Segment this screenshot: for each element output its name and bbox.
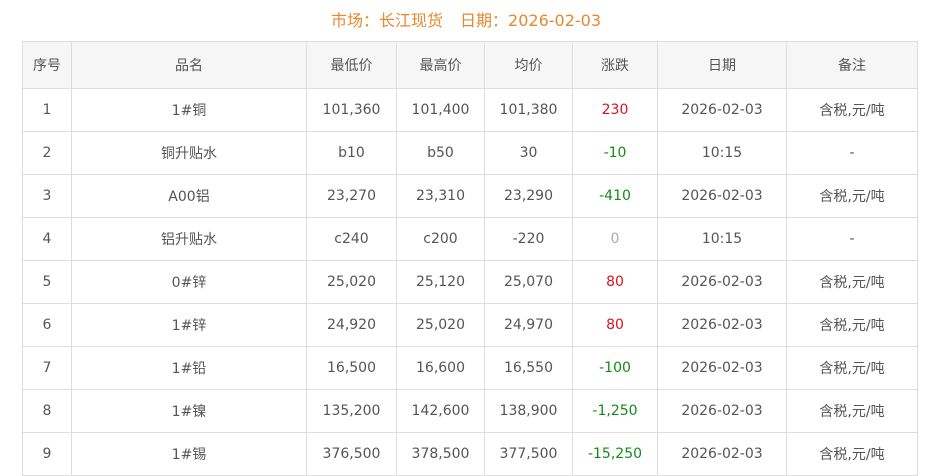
cell-name: 1#锌 (71, 303, 307, 347)
cell-change: -100 (572, 346, 658, 390)
cell-low: 376,500 (306, 432, 397, 476)
cell-low: 24,920 (306, 303, 397, 347)
table-row: 1 1#铜 101,360 101,400 101,380 230 2026-02-03 含税… (22, 88, 918, 132)
cell-change: 80 (572, 303, 658, 347)
cell-high: 101,400 (396, 88, 485, 132)
cell-avg: 16,550 (484, 346, 573, 390)
table-row: 7 1#铅 16,500 16,600 16,550 -100 2026-02-03 含税,元… (22, 346, 918, 390)
cell-note: 含税,元/吨 (786, 260, 918, 304)
cell-avg: 25,070 (484, 260, 573, 304)
cell-no: 5 (22, 260, 72, 304)
cell-date: 10:15 (657, 217, 787, 261)
cell-avg: 24,970 (484, 303, 573, 347)
cell-name: 1#铜 (71, 88, 307, 132)
table-row: 5 0#锌 25,020 25,120 25,070 80 2026-02-03 含税,元/吨 (22, 260, 918, 304)
page-title: 市场：长江现货 日期：2026-02-03 (0, 8, 932, 34)
cell-change: 230 (572, 88, 658, 132)
cell-low: 135,200 (306, 389, 397, 433)
cell-note: 含税,元/吨 (786, 389, 918, 433)
column-header-low: 最低价 (306, 41, 397, 89)
cell-no: 4 (22, 217, 72, 261)
cell-change: -1,250 (572, 389, 658, 433)
cell-no: 8 (22, 389, 72, 433)
table-row: 2 铜升贴水 b10 b50 30 -10 10:15- (22, 131, 918, 175)
cell-low: c240 (306, 217, 397, 261)
cell-avg: 138,900 (484, 389, 573, 433)
cell-name: 0#锌 (71, 260, 307, 304)
cell-date: 2026-02-03 (657, 389, 787, 433)
cell-no: 7 (22, 346, 72, 390)
column-header-avg: 均价 (484, 41, 573, 89)
market-label: 市场：长江现货 (330, 11, 443, 30)
cell-note: 含税,元/吨 (786, 303, 918, 347)
price-table: 序号 品名 最低价 最高价 均价 涨跌 日期 备注 1 1#铜 101,360 101,400 101… (22, 41, 918, 476)
cell-high: 25,020 (396, 303, 485, 347)
cell-date: 10:15 (657, 131, 787, 175)
cell-low: b10 (306, 131, 397, 175)
cell-avg: 23,290 (484, 174, 573, 218)
table-row: 4 铝升贴水 c240 c200 -220 0 10:15- (22, 217, 918, 261)
cell-date: 2026-02-03 (657, 174, 787, 218)
cell-date: 2026-02-03 (657, 346, 787, 390)
cell-no: 3 (22, 174, 72, 218)
table-row: 9 1#锡 376,500 378,500 377,500 -15,250 2026-02-… (22, 432, 918, 476)
table-row: 8 1#镍 135,200 142,600 138,900 -1,250 2026-02-0… (22, 389, 918, 433)
cell-name: 1#镍 (71, 389, 307, 433)
column-header-date: 日期 (657, 41, 787, 89)
cell-change: 80 (572, 260, 658, 304)
column-header-change: 涨跌 (572, 41, 658, 89)
cell-low: 101,360 (306, 88, 397, 132)
cell-change: -410 (572, 174, 658, 218)
cell-change: -10 (572, 131, 658, 175)
cell-note: - (786, 131, 918, 175)
date-label: 日期：2026-02-03 (460, 11, 602, 30)
cell-no: 6 (22, 303, 72, 347)
cell-high: 142,600 (396, 389, 485, 433)
cell-high: 25,120 (396, 260, 485, 304)
cell-low: 25,020 (306, 260, 397, 304)
cell-high: c200 (396, 217, 485, 261)
cell-avg: 101,380 (484, 88, 573, 132)
cell-high: 378,500 (396, 432, 485, 476)
cell-name: 铜升贴水 (71, 131, 307, 175)
cell-high: 16,600 (396, 346, 485, 390)
cell-avg: 30 (484, 131, 573, 175)
column-header-high: 最高价 (396, 41, 485, 89)
cell-date: 2026-02-03 (657, 303, 787, 347)
cell-date: 2026-02-03 (657, 260, 787, 304)
table-row: 3 A00铝 23,270 23,310 23,290 -410 2026-02-03 含税,… (22, 174, 918, 218)
cell-note: 含税,元/吨 (786, 432, 918, 476)
column-header-name: 品名 (71, 41, 307, 89)
cell-date: 2026-02-03 (657, 432, 787, 476)
cell-change: -15,250 (572, 432, 658, 476)
cell-name: 1#锡 (71, 432, 307, 476)
cell-low: 23,270 (306, 174, 397, 218)
cell-name: 铝升贴水 (71, 217, 307, 261)
column-header-note: 备注 (786, 41, 918, 89)
cell-no: 2 (22, 131, 72, 175)
cell-note: - (786, 217, 918, 261)
column-header-no: 序号 (22, 41, 72, 89)
cell-date: 2026-02-03 (657, 88, 787, 132)
cell-avg: -220 (484, 217, 573, 261)
table-header-row: 序号 品名 最低价 最高价 均价 涨跌 日期 备注 (22, 41, 918, 89)
cell-high: b50 (396, 131, 485, 175)
cell-note: 含税,元/吨 (786, 346, 918, 390)
cell-name: A00铝 (71, 174, 307, 218)
cell-note: 含税,元/吨 (786, 174, 918, 218)
cell-note: 含税,元/吨 (786, 88, 918, 132)
cell-change: 0 (572, 217, 658, 261)
cell-no: 9 (22, 432, 72, 476)
cell-high: 23,310 (396, 174, 485, 218)
cell-avg: 377,500 (484, 432, 573, 476)
cell-name: 1#铅 (71, 346, 307, 390)
cell-no: 1 (22, 88, 72, 132)
cell-low: 16,500 (306, 346, 397, 390)
table-row: 6 1#锌 24,920 25,020 24,970 80 2026-02-03 含税,元/吨 (22, 303, 918, 347)
